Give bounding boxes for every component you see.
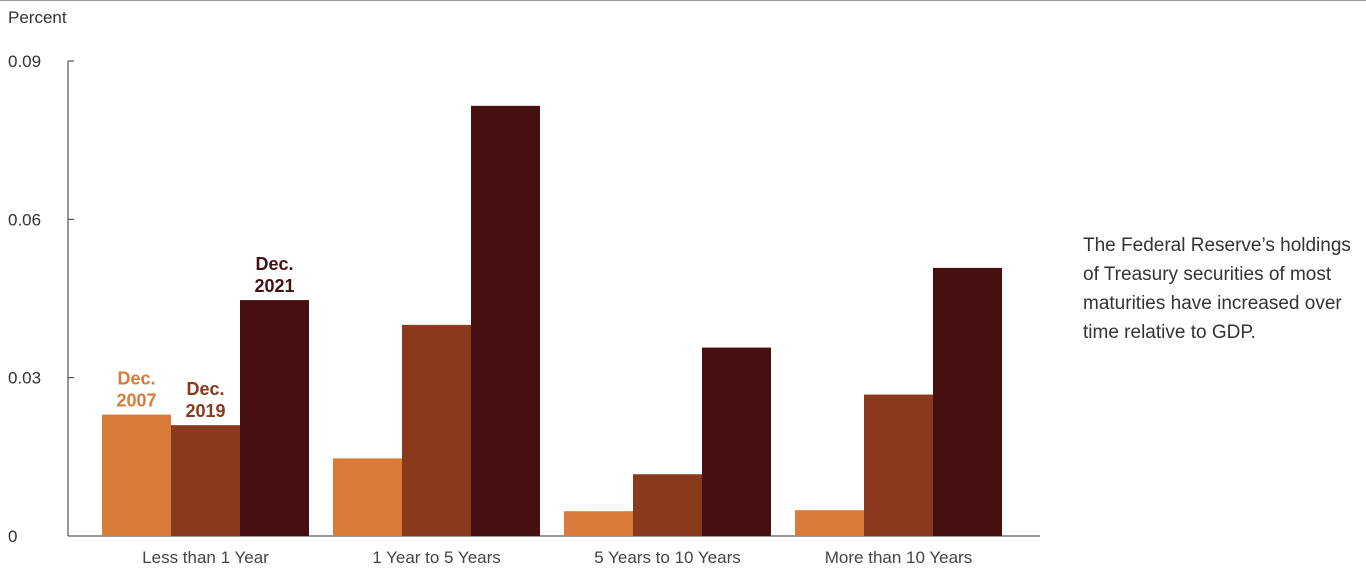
bar-dec-2021-2	[702, 347, 771, 536]
bar-dec-2021-3	[933, 267, 1002, 536]
y-axis-unit-label: Percent	[8, 8, 67, 27]
series-label-line: Dec.	[117, 369, 155, 389]
x-category-label: More than 10 Years	[825, 548, 972, 567]
bar-dec-2007-0	[102, 414, 171, 536]
bar-dec-2021-1	[471, 105, 540, 536]
bar-dec-2019-1	[402, 324, 471, 536]
bars	[102, 105, 1002, 536]
bar-dec-2007-1	[333, 458, 402, 536]
bar-dec-2021-0	[240, 300, 309, 536]
tick-labels: 0 0.03 0.06 0.09	[8, 52, 41, 546]
x-category-label: 5 Years to 10 Years	[594, 548, 741, 567]
series-label-line: Dec.	[255, 254, 293, 274]
bar-dec-2019-0	[171, 425, 240, 536]
series-label-2: Dec. 2021	[254, 254, 294, 296]
series-label-0: Dec. 2007	[116, 369, 156, 411]
x-category-label: 1 Year to 5 Years	[372, 548, 501, 567]
x-category-label: Less than 1 Year	[142, 548, 269, 567]
series-label-line: 2021	[254, 276, 294, 296]
top-rule	[0, 0, 1366, 1]
y-tick-label: 0.03	[8, 369, 41, 388]
bar-dec-2007-3	[795, 510, 864, 536]
category-labels: Less than 1 Year 1 Year to 5 Years 5 Years…	[142, 548, 972, 567]
series-label-1: Dec. 2019	[185, 379, 225, 421]
series-label-line: Dec.	[186, 379, 224, 399]
chart-caption: The Federal Reserve’s holdings of Treasu…	[1083, 235, 1351, 343]
series-label-line: 2007	[116, 391, 156, 411]
y-tick-label: 0.06	[8, 210, 41, 229]
bar-dec-2007-2	[564, 511, 633, 536]
bar-dec-2019-3	[864, 394, 933, 536]
bar-dec-2019-2	[633, 474, 702, 536]
series-label-line: 2019	[185, 401, 225, 421]
y-tick-label: 0	[8, 527, 17, 546]
y-tick-label: 0.09	[8, 52, 41, 71]
